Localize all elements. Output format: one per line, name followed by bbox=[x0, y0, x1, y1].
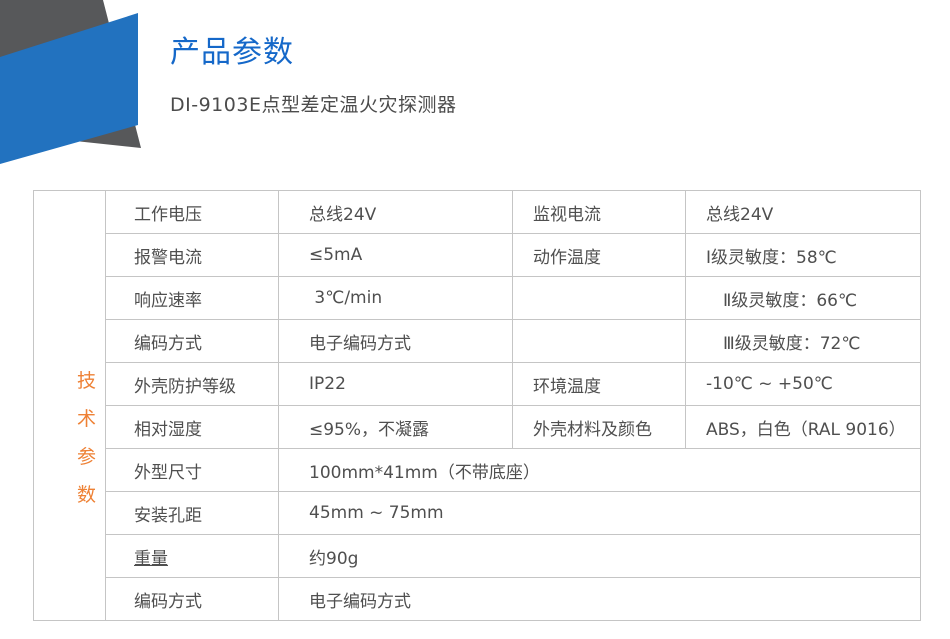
spec-value-cell: ABS，白色（RAL 9016） bbox=[685, 405, 921, 449]
spec-key-cell: 动作温度 bbox=[512, 233, 686, 277]
table-row: 技 术 参 数 工作电压 总线24V 监视电流 总线24V bbox=[33, 190, 921, 621]
spec-key-cell: 工作电压 bbox=[105, 190, 279, 234]
spec-key-cell: 编码方式 bbox=[105, 319, 279, 363]
spec-key-cell: 相对湿度 bbox=[105, 405, 279, 449]
spec-key-cell: 重量 bbox=[105, 534, 279, 578]
spec-key-cell: 外型尺寸 bbox=[105, 448, 279, 492]
spec-value-cell: Ⅲ级灵敏度：72℃ bbox=[685, 319, 921, 363]
spec-value-cell: 100mm*41mm（不带底座） bbox=[278, 448, 921, 492]
spec-value-cell: ≤95%，不凝露 bbox=[278, 405, 513, 449]
spec-value-cell: ≤5mA bbox=[278, 233, 513, 277]
side-label-char: 技 bbox=[76, 370, 96, 392]
spec-value-cell: Ⅰ级灵敏度：58℃ bbox=[685, 233, 921, 277]
spec-key-cell: 外壳材料及颜色 bbox=[512, 405, 686, 449]
product-model-subtitle: DI-9103E点型差定温火灾探测器 bbox=[170, 94, 457, 116]
table-row: 安装孔距 45mm ~ 75mm bbox=[34, 491, 921, 535]
ribbon-blue-shape bbox=[0, 13, 138, 164]
spec-value-cell: 3℃/min bbox=[278, 276, 513, 320]
page-title: 产品参数 bbox=[170, 35, 294, 70]
table-row: 外型尺寸 100mm*41mm（不带底座） bbox=[34, 448, 921, 492]
spec-value-cell: 45mm ~ 75mm bbox=[278, 491, 921, 535]
table-row: 报警电流 ≤5mA 动作温度 Ⅰ级灵敏度：58℃ bbox=[34, 233, 921, 277]
spec-value-cell: IP22 bbox=[278, 362, 513, 406]
spec-key-cell: 安装孔距 bbox=[105, 491, 279, 535]
spec-key-cell: 报警电流 bbox=[105, 233, 279, 277]
table-row: 外壳防护等级 IP22 环境温度 -10℃ ~ +50℃ bbox=[34, 362, 921, 406]
spec-value-cell: Ⅱ级灵敏度：66℃ bbox=[685, 276, 921, 320]
spec-table: 技 术 参 数 工作电压 总线24V 监视电流 总线24V 报警电流 ≤5mA … bbox=[33, 190, 921, 621]
spec-key-cell: 外壳防护等级 bbox=[105, 362, 279, 406]
table-row: 编码方式 电子编码方式 bbox=[34, 577, 921, 621]
vertical-section-label-cell: 技 术 参 数 bbox=[33, 190, 106, 621]
spec-value-cell: 电子编码方式 bbox=[278, 577, 921, 621]
spec-value-cell: -10℃ ~ +50℃ bbox=[685, 362, 921, 406]
spec-key-cell: 监视电流 bbox=[512, 190, 686, 234]
side-label-char: 参 bbox=[76, 446, 96, 468]
spec-key-cell: 环境温度 bbox=[512, 362, 686, 406]
side-label-char: 数 bbox=[76, 484, 96, 506]
side-label-char: 术 bbox=[76, 408, 96, 430]
spec-value-cell: 总线24V bbox=[278, 190, 513, 234]
spec-key-cell bbox=[512, 319, 686, 363]
vertical-section-label: 技 术 参 数 bbox=[35, 297, 105, 514]
table-row: 重量 约90g bbox=[34, 534, 921, 578]
table-row: 响应速率 3℃/min Ⅱ级灵敏度：66℃ bbox=[34, 276, 921, 320]
table-row: 编码方式 电子编码方式 Ⅲ级灵敏度：72℃ bbox=[34, 319, 921, 363]
spec-key-cell: 响应速率 bbox=[105, 276, 279, 320]
table-row: 相对湿度 ≤95%，不凝露 外壳材料及颜色 ABS，白色（RAL 9016） bbox=[34, 405, 921, 449]
decorative-ribbon bbox=[0, 0, 141, 164]
spec-value-cell: 总线24V bbox=[685, 190, 921, 234]
spec-value-cell: 电子编码方式 bbox=[278, 319, 513, 363]
spec-key-cell bbox=[512, 276, 686, 320]
spec-value-cell: 约90g bbox=[278, 534, 921, 578]
spec-key-cell: 编码方式 bbox=[105, 577, 279, 621]
